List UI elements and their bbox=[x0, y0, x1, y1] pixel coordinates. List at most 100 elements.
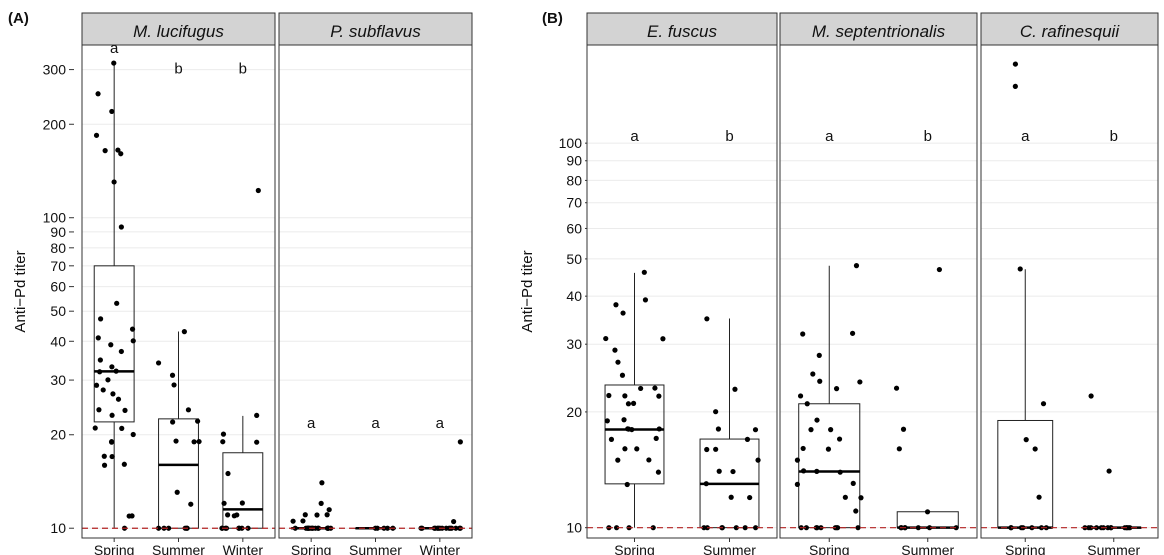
y-tick-label: 90 bbox=[50, 224, 66, 240]
data-point bbox=[292, 525, 298, 531]
data-point bbox=[641, 269, 647, 275]
data-point bbox=[115, 396, 122, 402]
data-point bbox=[119, 425, 125, 431]
data-point bbox=[936, 266, 942, 273]
data-point bbox=[713, 446, 719, 452]
data-point bbox=[290, 518, 296, 524]
data-point bbox=[254, 439, 260, 445]
y-tick-label: 200 bbox=[43, 116, 67, 132]
data-point bbox=[924, 509, 931, 515]
data-point bbox=[1036, 494, 1042, 500]
data-point bbox=[118, 224, 124, 230]
data-point bbox=[837, 469, 843, 475]
y-tick-label: 30 bbox=[50, 372, 66, 388]
data-point bbox=[374, 525, 380, 531]
data-point bbox=[181, 329, 187, 335]
significance-letter: b bbox=[924, 128, 932, 145]
data-point bbox=[794, 481, 800, 487]
data-point bbox=[109, 453, 115, 460]
facet-strip bbox=[980, 12, 1159, 46]
data-point bbox=[122, 407, 128, 413]
data-point bbox=[814, 468, 820, 474]
data-point bbox=[1017, 266, 1023, 272]
panel-border bbox=[278, 44, 473, 539]
data-point bbox=[451, 518, 457, 525]
data-point bbox=[733, 525, 739, 531]
x-tick-label: Spring bbox=[809, 542, 849, 555]
y-tick-label: 70 bbox=[566, 195, 582, 211]
data-point bbox=[173, 438, 179, 444]
data-point bbox=[97, 369, 103, 375]
data-point bbox=[302, 512, 308, 518]
significance-letter: a bbox=[371, 415, 380, 432]
data-point bbox=[855, 525, 861, 531]
data-point bbox=[185, 407, 192, 413]
data-point bbox=[166, 525, 172, 531]
facet-strip bbox=[278, 12, 473, 46]
data-point bbox=[753, 525, 759, 531]
data-point bbox=[704, 446, 710, 453]
data-point bbox=[655, 469, 662, 475]
data-point bbox=[98, 316, 104, 322]
data-point bbox=[129, 326, 136, 332]
data-point bbox=[621, 417, 627, 423]
x-tick-label: Summer bbox=[901, 542, 954, 555]
data-point bbox=[656, 426, 662, 432]
data-point bbox=[926, 525, 933, 531]
x-tick-label: Spring bbox=[614, 542, 654, 555]
data-point bbox=[305, 525, 311, 531]
x-tick-label: Spring bbox=[94, 542, 134, 555]
data-point bbox=[630, 400, 637, 406]
y-tick-label: 20 bbox=[50, 427, 66, 443]
data-point bbox=[118, 151, 124, 157]
data-point bbox=[660, 336, 666, 342]
y-axis-label-1: Anti−Pd titer bbox=[519, 250, 536, 332]
data-point bbox=[105, 377, 111, 383]
data-point bbox=[650, 525, 656, 531]
significance-letter: a bbox=[630, 128, 639, 145]
data-point bbox=[319, 480, 325, 486]
facet-title: E. fuscus bbox=[647, 22, 717, 41]
data-point bbox=[620, 310, 626, 316]
panel-label-0: (A) bbox=[8, 10, 29, 27]
data-point bbox=[646, 457, 652, 463]
data-point bbox=[101, 453, 107, 459]
data-point bbox=[169, 372, 176, 378]
group-summer: b bbox=[699, 128, 761, 531]
y-tick-label: 40 bbox=[50, 333, 66, 349]
data-point bbox=[813, 525, 819, 531]
data-point bbox=[613, 525, 620, 531]
data-point bbox=[828, 427, 834, 433]
data-point bbox=[752, 427, 759, 433]
data-point bbox=[625, 426, 631, 432]
facet-c-rafinesquii: C. rafinesquii a Spring b Summer bbox=[980, 12, 1159, 555]
x-tick-label: Summer bbox=[703, 542, 756, 555]
data-point bbox=[453, 525, 459, 531]
data-point bbox=[93, 382, 100, 388]
data-point bbox=[1032, 446, 1038, 452]
data-point bbox=[255, 187, 261, 194]
y-tick-label: 60 bbox=[50, 279, 66, 295]
data-point bbox=[716, 468, 722, 474]
data-point bbox=[93, 132, 100, 138]
data-point bbox=[110, 391, 116, 397]
data-point bbox=[324, 512, 330, 518]
data-point bbox=[715, 426, 722, 432]
data-point bbox=[624, 481, 630, 488]
data-point bbox=[732, 386, 738, 392]
data-point bbox=[318, 500, 324, 506]
data-point bbox=[231, 513, 237, 519]
data-point bbox=[111, 60, 117, 66]
data-point bbox=[615, 457, 621, 463]
data-point bbox=[384, 525, 391, 531]
data-point bbox=[634, 446, 640, 452]
data-point bbox=[833, 386, 840, 392]
data-point bbox=[744, 436, 751, 442]
data-point bbox=[109, 108, 115, 115]
y-tick-label: 50 bbox=[50, 303, 66, 319]
data-point bbox=[808, 427, 814, 433]
data-point bbox=[742, 525, 748, 531]
x-tick-label: Spring bbox=[291, 542, 331, 555]
x-tick-label: Summer bbox=[152, 542, 205, 555]
